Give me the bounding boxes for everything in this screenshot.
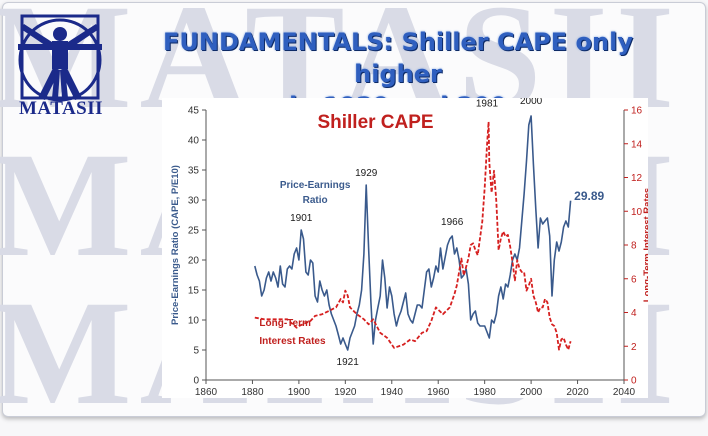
- chart-annotation: Price-Earnings: [280, 180, 351, 191]
- chart-title: Shiller CAPE: [317, 112, 433, 133]
- y-left-tick-label: 10: [188, 316, 200, 327]
- interest-rate-series-line: [254, 120, 572, 351]
- y-right-tick-label: 12: [631, 173, 643, 184]
- vitruvian-man-icon: [18, 14, 102, 102]
- y-left-tick-label: 30: [188, 196, 200, 207]
- x-tick-label: 1860: [195, 387, 218, 398]
- chart-annotation: 1901: [290, 213, 313, 224]
- chart-annotation: 1921: [337, 357, 360, 368]
- slide-title-line-1: FUNDAMENTALS: Shiller CAPE only higher: [163, 28, 633, 88]
- y-left-tick-label: 5: [193, 346, 199, 357]
- y-left-axis-label: Price-Earnings Ratio (CAPE, P/E10): [170, 165, 181, 325]
- y-left-tick-label: 0: [193, 376, 199, 387]
- chart-panel: 1860 1880 1900 1920 1940 1960 1980 2000 2020 2040…: [162, 96, 653, 398]
- y-left-tick-label: 25: [188, 226, 200, 237]
- y-right-tick-label: 8: [631, 241, 637, 252]
- chart-annotation: 1929: [355, 168, 378, 179]
- chart-annotation: Ratio: [303, 195, 328, 206]
- chart-annotation: Interest Rates: [259, 336, 326, 347]
- chart-annotation: 29.89: [574, 189, 604, 203]
- y-left-tick-label: 40: [188, 136, 200, 147]
- x-tick-label: 1900: [288, 387, 311, 398]
- cape-chart: 1860 1880 1900 1920 1940 1960 1980 2000 2020 2040…: [170, 96, 653, 398]
- y-right-tick-label: 6: [631, 274, 637, 285]
- cape-series-line: [254, 115, 572, 351]
- y-right-tick-label: 10: [631, 207, 643, 218]
- x-tick-label: 2020: [566, 387, 589, 398]
- chart-annotation: Long-Term: [259, 318, 311, 329]
- y-left-tick-label: 20: [188, 256, 200, 267]
- y-right-tick-label: 4: [631, 308, 637, 319]
- y-left-tick-label: 15: [188, 286, 200, 297]
- y-right-axis-label: Long-Term Interest Rates: [642, 188, 648, 302]
- x-tick-label: 1880: [241, 387, 264, 398]
- logo-text: MATASII: [18, 98, 104, 119]
- y-left-tick-label: 45: [188, 106, 200, 117]
- x-tick-label: 1960: [427, 387, 450, 398]
- x-tick-label: 1980: [474, 387, 497, 398]
- x-tick-label: 1940: [381, 387, 404, 398]
- y-right-tick-label: 2: [631, 342, 637, 353]
- chart-annotation: 1966: [441, 217, 464, 228]
- x-tick-label: 1920: [334, 387, 357, 398]
- y-left-tick-label: 35: [188, 166, 200, 177]
- x-tick-label: 2040: [613, 387, 636, 398]
- y-right-tick-label: 16: [631, 106, 643, 117]
- x-tick-label: 2000: [520, 387, 543, 398]
- y-right-tick-label: 14: [631, 139, 643, 150]
- vitruvian-logo: [8, 10, 113, 125]
- chart-annotation: 2000: [520, 98, 543, 107]
- y-right-tick-label: 0: [631, 376, 637, 387]
- chart-annotation: 1981: [476, 99, 499, 110]
